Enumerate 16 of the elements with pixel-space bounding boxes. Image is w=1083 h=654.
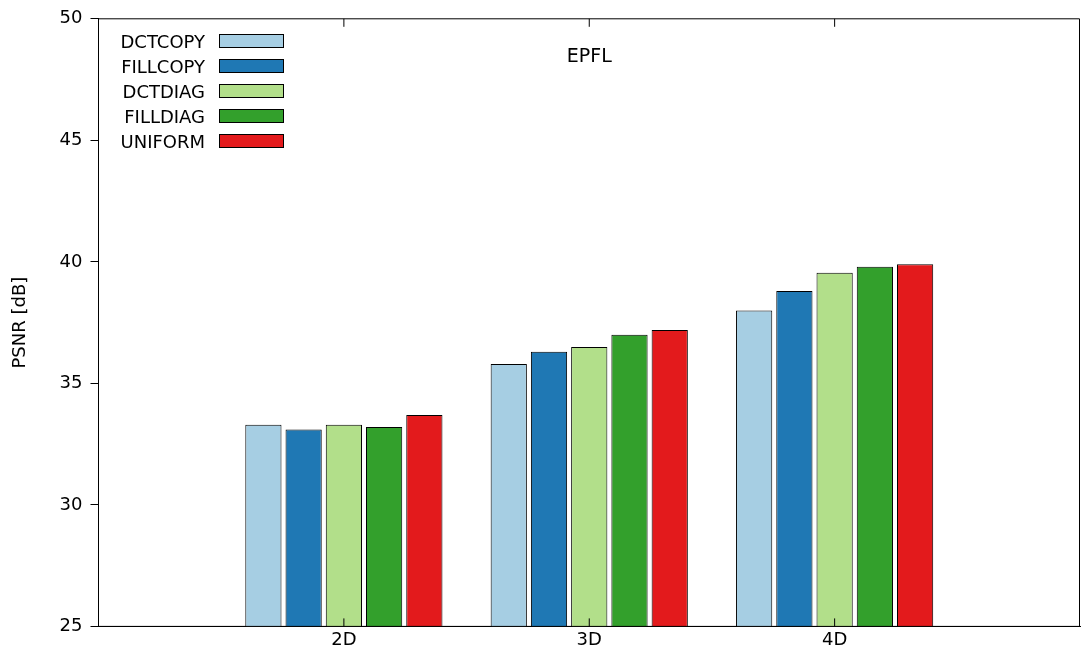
x-tick-label: 4D — [821, 627, 848, 649]
legend-label: FILLDIAG — [124, 104, 206, 129]
text: EPFL — [566, 43, 613, 66]
y-tick-label: 45 — [59, 127, 83, 149]
y-tick-label: 30 — [59, 492, 83, 514]
y-tick-label: 35 — [59, 371, 83, 393]
legend-label: FILLCOPY — [121, 54, 206, 79]
y-tick-label: 40 — [59, 249, 83, 271]
y-tick-label: 25 — [59, 614, 83, 636]
legend-label: UNIFORM — [120, 129, 206, 154]
y-axis-title: PSNR [dB] — [8, 276, 30, 369]
x-tick-label: 3D — [576, 627, 602, 649]
legend-label: DCTCOPY — [120, 29, 206, 54]
y-tick-label: 50 — [59, 6, 83, 28]
legend-label: DCTDIAG — [122, 79, 206, 104]
x-tick-label: 2D — [331, 627, 357, 649]
